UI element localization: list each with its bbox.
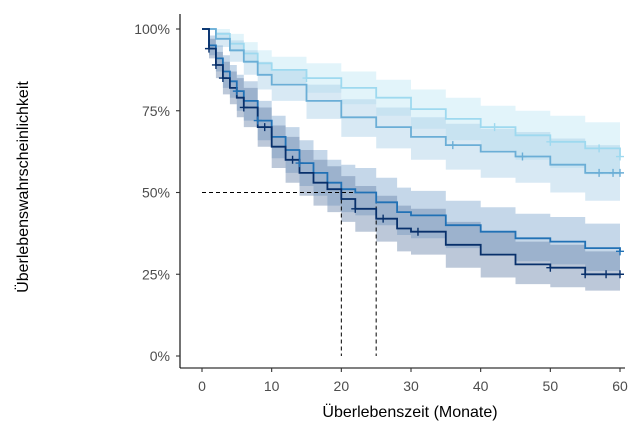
censor-mark-4-9 [413,227,422,236]
censor-mark-4-7 [351,204,360,213]
censor-mark-2-3 [595,168,604,177]
censor-mark-4-5 [260,123,269,132]
y-tick-label: 75% [142,103,170,119]
censor-mark-4-1 [204,44,213,53]
median-reference-lines [202,192,377,356]
y-tick-label: 0% [150,348,170,364]
censor-mark-4-6 [288,155,297,164]
x-tick-label: 60 [612,378,628,394]
censor-mark-2-2 [518,152,527,161]
x-tick-label: 50 [543,378,559,394]
censor-mark-4-4 [239,103,248,112]
x-tick-label: 20 [334,378,350,394]
x-tick-label: 0 [198,378,206,394]
censor-mark-1-2 [490,123,499,132]
confidence-bands [202,29,620,291]
censor-mark-2-1 [448,141,457,150]
censor-mark-4-8 [379,214,388,223]
confidence-band-3 [202,29,620,275]
censor-mark-4-13 [616,270,624,279]
censor-mark-2-4 [609,168,618,177]
censor-mark-1-5 [616,152,624,161]
censor-mark-4-2 [211,60,220,69]
censor-mark-4-3 [218,74,227,83]
censor-mark-2-5 [616,168,624,177]
censor-mark-4-11 [581,270,590,279]
y-tick-label: 25% [142,266,170,282]
x-axis-ticks: 0 10 20 30 40 50 60 [198,368,628,394]
y-tick-label: 100% [134,21,170,37]
y-axis-title: Überlebenswahrscheinlichkeit [14,81,32,293]
y-axis-ticks: 0% 25% 50% 75% 100% [134,21,180,364]
survival-curve-1 [202,28,621,157]
censor-mark-4-10 [546,263,555,272]
survival-curve-4 [202,28,620,276]
censor-marks [204,44,624,279]
censor-mark-3-2 [253,116,262,125]
censor-mark-3-3 [295,159,304,168]
censor-mark-1-1 [302,74,311,83]
censor-mark-4-12 [602,270,611,279]
x-axis-title: Überlebenszeit (Monate) [322,403,497,421]
y-tick-label: 50% [142,185,170,201]
censor-mark-1-3 [546,137,555,146]
x-tick-label: 40 [473,378,489,394]
x-tick-label: 10 [264,378,280,394]
x-tick-label: 30 [403,378,419,394]
censor-mark-3-1 [232,87,241,96]
censor-mark-1-4 [595,144,604,153]
censor-mark-3-4 [616,247,624,256]
